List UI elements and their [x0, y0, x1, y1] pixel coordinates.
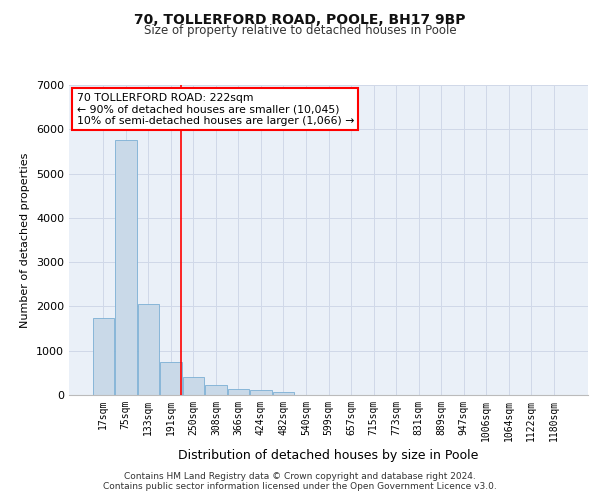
- Text: 70, TOLLERFORD ROAD, POOLE, BH17 9BP: 70, TOLLERFORD ROAD, POOLE, BH17 9BP: [134, 12, 466, 26]
- Text: 70 TOLLERFORD ROAD: 222sqm
← 90% of detached houses are smaller (10,045)
10% of : 70 TOLLERFORD ROAD: 222sqm ← 90% of deta…: [77, 93, 354, 126]
- Bar: [160, 362, 182, 395]
- Y-axis label: Number of detached properties: Number of detached properties: [20, 152, 31, 328]
- Bar: [92, 318, 114, 395]
- Text: Contains HM Land Registry data © Crown copyright and database right 2024.: Contains HM Land Registry data © Crown c…: [124, 472, 476, 481]
- Bar: [273, 392, 294, 395]
- Bar: [137, 304, 159, 395]
- Bar: [182, 378, 204, 395]
- X-axis label: Distribution of detached houses by size in Poole: Distribution of detached houses by size …: [178, 450, 479, 462]
- Bar: [250, 390, 272, 395]
- Bar: [205, 385, 227, 395]
- Text: Size of property relative to detached houses in Poole: Size of property relative to detached ho…: [143, 24, 457, 37]
- Text: Contains public sector information licensed under the Open Government Licence v3: Contains public sector information licen…: [103, 482, 497, 491]
- Bar: [228, 388, 249, 395]
- Bar: [115, 140, 137, 395]
